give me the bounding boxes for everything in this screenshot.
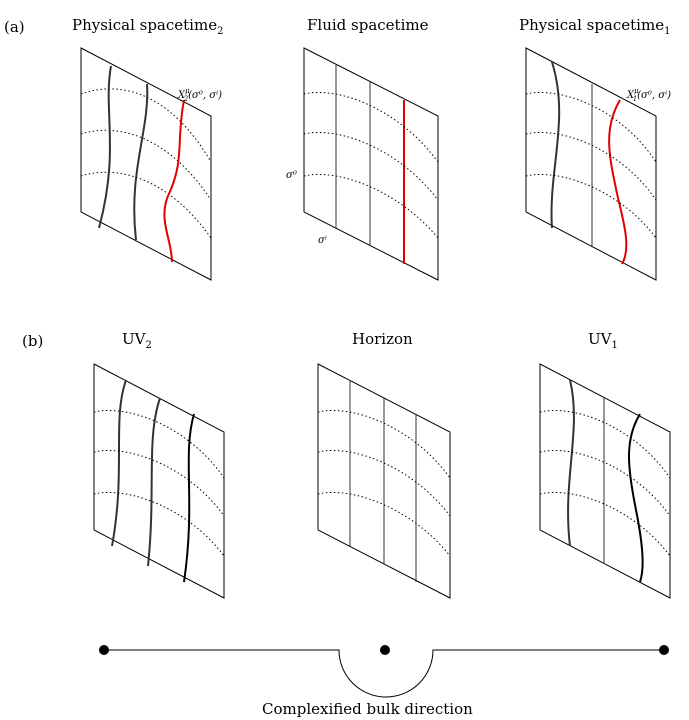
sheet-horizon: [317, 363, 451, 599]
sheet-uv-2: [93, 363, 225, 599]
sigma-i-label: σⁱ: [318, 235, 327, 246]
uv-1-title: UV1: [588, 330, 618, 351]
sigma-0-label: σ⁰: [286, 170, 297, 181]
sheet-fluid-spacetime: σ⁰ σⁱ: [286, 47, 439, 281]
bulk-contour: [99, 645, 669, 698]
x1-mapping-label: Xμ 1(σ⁰, σⁱ): [626, 87, 671, 103]
sheet-physical-spacetime-2: Xμ 2(σ⁰, σⁱ): [80, 47, 222, 281]
horizon-title: Horizon: [352, 330, 413, 348]
endpoint-uv-1-dot: [659, 645, 669, 655]
uv-2-title: UV2: [122, 330, 152, 351]
horizon-dot: [380, 645, 390, 655]
sheet-physical-spacetime-1: Xμ 1(σ⁰, σⁱ): [525, 47, 671, 281]
fluid-spacetime-title: Fluid spacetime: [307, 16, 429, 34]
physical-spacetime-2-title: Physical spacetime2: [72, 16, 223, 37]
panel-b-tag: (b): [22, 332, 43, 350]
sheet-uv-1: [539, 363, 671, 599]
bulk-caption: Complexified bulk direction: [262, 700, 473, 718]
physical-spacetime-1-title: Physical spacetime1: [519, 16, 670, 37]
endpoint-uv-2-dot: [99, 645, 109, 655]
x2-mapping-label: Xμ 2(σ⁰, σⁱ): [177, 87, 222, 103]
panel-a-tag: (a): [4, 18, 25, 36]
